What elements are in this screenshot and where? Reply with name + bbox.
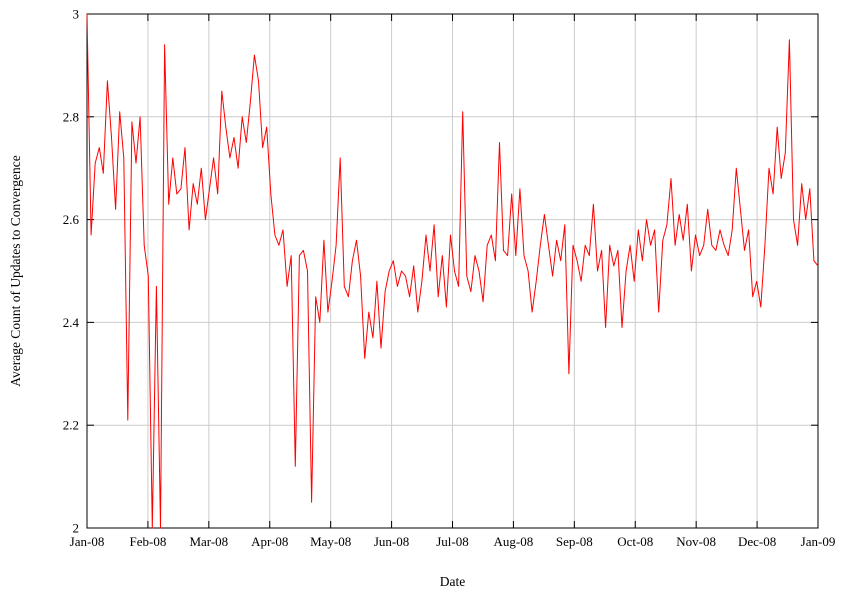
y-tick-label: 2.4: [63, 315, 80, 330]
x-tick-label: Mar-08: [189, 534, 228, 549]
data-line: [86, 13, 819, 529]
x-axis-title: Date: [440, 574, 465, 589]
x-tick-label: May-08: [310, 534, 351, 549]
y-tick-labels: 2 2.2 2.4 2.6 2.8 3: [63, 7, 80, 536]
x-tick-label: Sep-08: [556, 534, 593, 549]
x-tick-label: Jan-09: [801, 534, 836, 549]
y-tick-label: 2.6: [63, 212, 80, 227]
x-tick-label: Apr-08: [251, 534, 288, 549]
x-tick-labels: Jan-08 Feb-08 Mar-08 Apr-08 May-08 Jun-08 Jul-…: [70, 534, 836, 549]
y-tick-label: 3: [73, 7, 80, 22]
x-tick-label: Jan-08: [70, 534, 105, 549]
x-tick-label: Oct-08: [617, 534, 653, 549]
x-tick-label: Aug-08: [494, 534, 534, 549]
x-tick-label: Feb-08: [129, 534, 166, 549]
y-tick-label: 2: [73, 521, 80, 536]
x-tick-label: Dec-08: [738, 534, 776, 549]
gridlines: [86, 13, 819, 529]
x-tick-label: Nov-08: [676, 534, 716, 549]
y-tick-label: 2.2: [63, 418, 79, 433]
y-tick-label: 2.8: [63, 109, 79, 124]
x-tick-label: Jul-08: [436, 534, 469, 549]
plot-border: [86, 13, 819, 529]
x-tick-label: Jun-08: [374, 534, 409, 549]
y-axis-title: Average Count of Updates to Convergence: [8, 155, 23, 387]
